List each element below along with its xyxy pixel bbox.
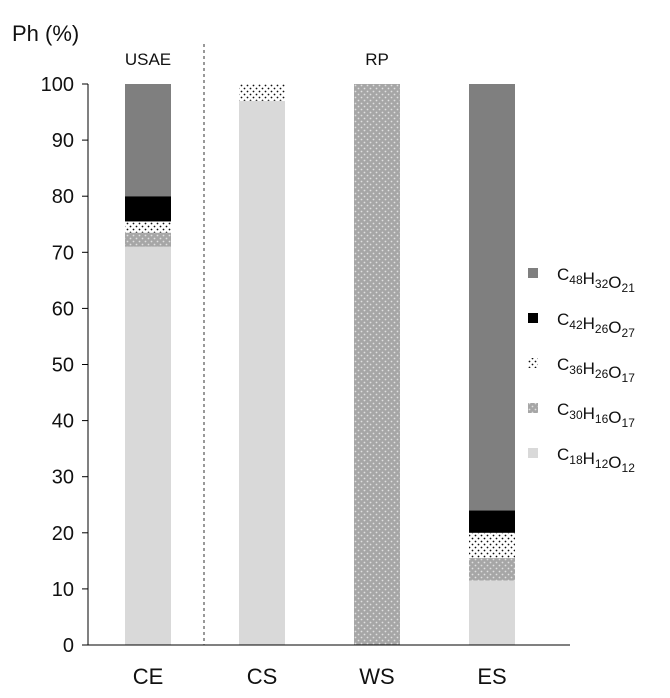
- bar-segment-ce-c36h26o17: [125, 221, 171, 233]
- y-tick-label: 50: [52, 355, 74, 377]
- legend-label-c42h26o27: C42H26O27: [557, 310, 635, 340]
- bar-segment-ce-c42h26o27: [125, 196, 171, 222]
- y-tick-label: 20: [52, 523, 74, 545]
- legend: C48H32O21 C42H26O27 C36H26O17 C30H16O17 C18H…: [528, 265, 635, 475]
- legend-label-c48h32o21: C48H32O21: [557, 265, 635, 295]
- plot-area: [125, 84, 515, 645]
- bar-segment-cs-c18h12o12: [239, 100, 285, 645]
- legend-label-c30h16o17: C30H16O17: [557, 400, 635, 430]
- legend-swatch-c30h16o17: [528, 403, 538, 413]
- bar-segment-ce-c18h12o12: [125, 246, 171, 645]
- bar-segment-es-c36h26o17: [469, 532, 515, 559]
- y-tick-label: 0: [63, 635, 74, 657]
- y-axis-label: Ph (%): [12, 21, 79, 46]
- y-tick-label: 40: [52, 411, 74, 433]
- x-tick-label-ce: CE: [133, 664, 164, 689]
- x-tick-label-ws: WS: [359, 664, 394, 689]
- bar-segment-ws-c30h16o17: [354, 84, 400, 645]
- x-tick-label-es: ES: [477, 664, 506, 689]
- x-tick-label-cs: CS: [247, 664, 278, 689]
- bar-segment-es-c30h16o17: [469, 558, 515, 581]
- y-tick-label: 30: [52, 467, 74, 489]
- bar-segment-cs-c36h26o17: [239, 84, 285, 101]
- y-tick-label: 100: [41, 74, 74, 96]
- legend-swatch-c36h26o17: [528, 358, 538, 368]
- bar-segment-es-c42h26o27: [469, 510, 515, 533]
- y-tick-label: 90: [52, 130, 74, 152]
- legend-swatch-c18h12o12: [528, 448, 538, 458]
- y-tick-label: 80: [52, 186, 74, 208]
- bar-segment-ce-c48h32o21: [125, 84, 171, 197]
- legend-swatch-c48h32o21: [528, 268, 538, 278]
- axes: 0 10 20 30 40 50 60 70 80 90 100 CE CS WS ES USAE RP: [41, 44, 570, 689]
- legend-swatch-c42h26o27: [528, 313, 538, 323]
- y-tick-label: 10: [52, 579, 74, 601]
- legend-label-c36h26o17: C36H26O17: [557, 355, 635, 385]
- y-tick-label: 60: [52, 298, 74, 320]
- bar-segment-es-c18h12o12: [469, 580, 515, 645]
- group-label-usae: USAE: [125, 50, 171, 69]
- group-label-rp: RP: [365, 50, 389, 69]
- bar-segment-es-c48h32o21: [469, 84, 515, 511]
- bar-segment-ce-c30h16o17: [125, 232, 171, 247]
- y-tick-label: 70: [52, 242, 74, 264]
- legend-label-c18h12o12: C18H12O12: [557, 445, 635, 475]
